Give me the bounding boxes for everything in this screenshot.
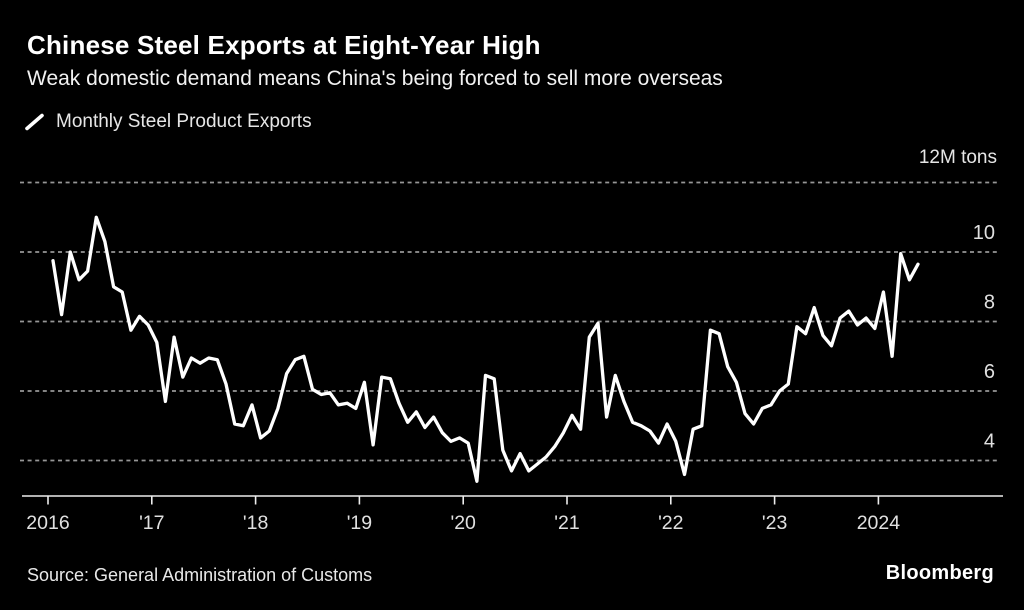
monthly-steel-exports-line: [51, 215, 920, 483]
legend-series-label: Monthly Steel Product Exports: [56, 111, 312, 132]
source-credit: Source: General Administration of Custom…: [27, 565, 373, 585]
chart-subtitle: Weak domestic demand means China's being…: [27, 67, 723, 90]
x-tick-label-17: '17: [139, 512, 164, 534]
x-tick-label-2016: 2016: [26, 512, 69, 534]
x-tick-label-18: '18: [243, 512, 268, 534]
y-tick-label-4: 4: [984, 431, 995, 453]
x-tick-label-19: '19: [347, 512, 372, 534]
legend: Monthly Steel Product Exports: [24, 111, 312, 133]
line-series-slash-icon: [25, 113, 44, 131]
bloomberg-wordmark: Bloomberg: [885, 562, 994, 584]
x-tick-label-22: '22: [658, 512, 683, 534]
y-tick-label-8: 8: [984, 292, 995, 314]
y-tick-label-6: 6: [984, 361, 995, 383]
x-tick-label-23: '23: [762, 512, 787, 534]
y-tick-label-10: 10: [973, 222, 995, 244]
x-tick-label-20: '20: [450, 512, 476, 534]
x-tick-label-2024: 2024: [857, 512, 901, 534]
y-axis-unit-label: 12M tons: [918, 147, 997, 168]
chart-title: Chinese Steel Exports at Eight-Year High: [27, 30, 541, 60]
x-tick-label-21: '21: [554, 512, 579, 534]
